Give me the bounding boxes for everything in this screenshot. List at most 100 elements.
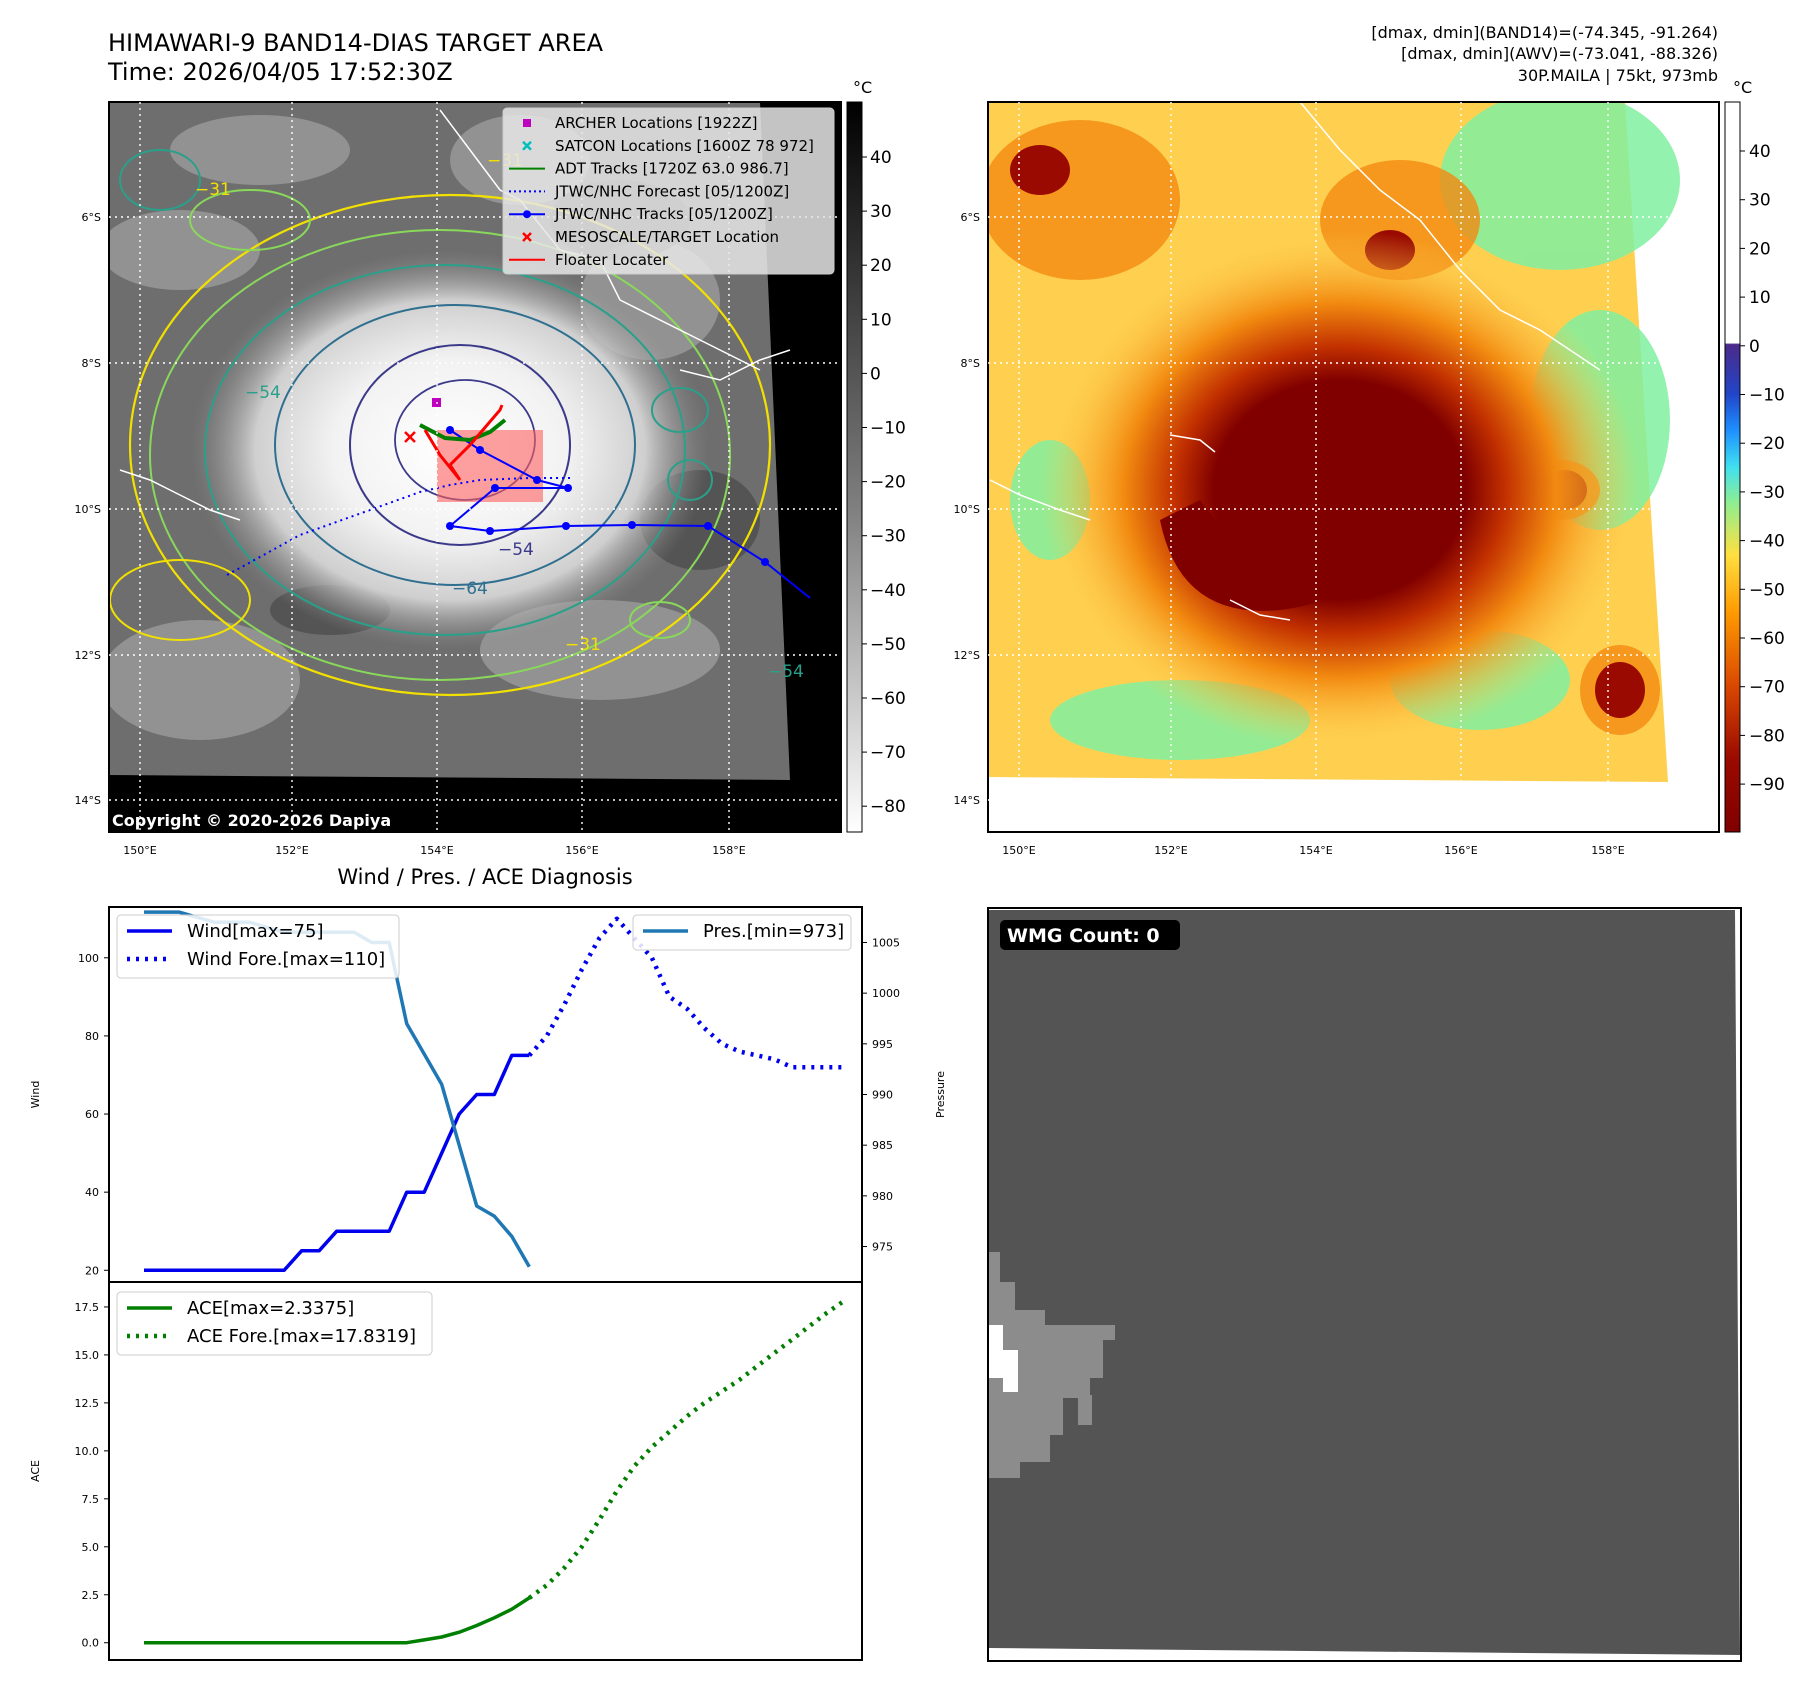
y2-tick-label: 975 (872, 1241, 893, 1254)
y-tick-label: 17.5 (75, 1301, 100, 1314)
legend-label: JTWC/NHC Tracks [05/1200Z] (554, 205, 773, 223)
y-axis-label: ACE (29, 1460, 42, 1482)
chart-legend: ACE[max=2.3375] ACE Fore.[max=17.8319] (116, 1291, 433, 1356)
lat-tick-label: 12°S (954, 649, 980, 662)
info-awv: [dmax, dmin](AWV)=(-73.041, -88.326) (1401, 44, 1718, 63)
info-band14: [dmax, dmin](BAND14)=(-74.345, -91.264) (1371, 23, 1718, 42)
lon-tick-label: 152°E (275, 844, 308, 857)
wmg-panel: WMG Count: 0 (987, 907, 1742, 1662)
series-line (144, 1596, 531, 1645)
cb-tick-label: −60 (870, 689, 906, 709)
contour-label: −31 (195, 180, 231, 200)
y2-tick-label: 1005 (872, 936, 900, 949)
legend-square-marker (523, 119, 531, 127)
legend-item: ARCHER Locations [1922Z] (523, 114, 758, 132)
y2-tick-label: 980 (872, 1190, 893, 1203)
cb-tick-label: −10 (1749, 386, 1785, 406)
lat-tick-label: 8°S (961, 357, 980, 370)
y2-tick-label: 1000 (872, 987, 900, 1000)
y2-tick-label: 985 (872, 1139, 893, 1152)
cb-tick-label: −50 (870, 635, 906, 655)
lon-tick-label: 158°E (1591, 844, 1624, 857)
y-tick-label: 10.0 (75, 1445, 100, 1458)
cb-tick-label: 20 (870, 256, 892, 276)
cb-tick-label: −80 (870, 797, 906, 817)
chart-legend: Pres.[min=973] (632, 914, 852, 951)
awv-map-gridlines: 150°E 152°E 154°E 156°E 158°E 6°S 8°S 10°S 12°S 1… (954, 102, 1719, 857)
lat-tick-label: 14°S (75, 794, 101, 807)
chart-legend: Wind[max=75] Wind Fore.[max=110] (116, 914, 400, 979)
y-tick-label: 20 (85, 1264, 99, 1277)
y2-tick-label: 990 (872, 1089, 893, 1102)
cb-tick-label: −30 (1749, 483, 1785, 503)
legend-label: Floater Locater (555, 251, 669, 269)
lon-tick-label: 150°E (1002, 844, 1035, 857)
ir-map-frame (108, 101, 842, 833)
awv-map-frame (987, 101, 1720, 833)
y-tick-label: 12.5 (75, 1397, 100, 1410)
legend-label: Pres.[min=973] (703, 921, 844, 942)
legend-label: ADT Tracks [1720Z 63.0 986.7] (555, 160, 789, 178)
lat-tick-label: 10°S (954, 503, 980, 516)
lon-tick-label: 158°E (712, 844, 745, 857)
info-storm: 30P.MAILA | 75kt, 973mb (1518, 66, 1718, 85)
legend-item: JTWC/NHC Forecast [05/1200Z] (509, 182, 789, 200)
legend-item: MESOSCALE/TARGET Location (522, 228, 779, 246)
lat-tick-label: 12°S (75, 649, 101, 662)
lon-tick-label: 154°E (420, 844, 453, 857)
series-line (527, 916, 845, 1070)
cb-tick-label: 0 (870, 364, 881, 384)
awv-colorbar-unit: °C (1733, 78, 1752, 97)
cb-tick-label: −80 (1749, 726, 1785, 746)
legend-label: MESOSCALE/TARGET Location (555, 228, 779, 246)
contour-label: −31 (565, 635, 601, 655)
lat-tick-label: 6°S (82, 211, 101, 224)
y2-tick-label: 995 (872, 1038, 893, 1051)
contour-label: −64 (452, 579, 488, 599)
figure-title: HIMAWARI-9 BAND14-DIAS TARGET AREA (108, 29, 604, 57)
series-line (144, 1053, 530, 1273)
legend-dot-marker (523, 210, 531, 219)
legend-x-marker (522, 232, 532, 242)
y-tick-label: 15.0 (75, 1349, 100, 1362)
legend-item: JTWC/NHC Tracks [05/1200Z] (509, 205, 773, 223)
legend-x-marker (522, 140, 532, 151)
lat-tick-label: 8°S (82, 357, 101, 370)
y-tick-label: 0.0 (82, 1637, 100, 1650)
y-tick-label: 2.5 (82, 1589, 100, 1602)
ir-colorbar-unit: °C (853, 78, 872, 97)
lat-tick-label: 10°S (75, 503, 101, 516)
legend-label: ARCHER Locations [1922Z] (555, 114, 758, 132)
cb-tick-label: −20 (870, 473, 906, 493)
figure-time: Time: 2026/04/05 17:52:30Z (107, 58, 453, 86)
cb-tick-label: 20 (1749, 239, 1771, 259)
lon-tick-label: 156°E (565, 844, 598, 857)
cb-tick-label: 30 (870, 202, 892, 222)
y2-axis-label: Pressure (934, 1071, 947, 1118)
y-tick-label: 60 (85, 1108, 99, 1121)
cb-tick-label: −40 (1749, 532, 1785, 552)
legend-label: ACE[max=2.3375] (187, 1298, 354, 1319)
lat-tick-label: 6°S (961, 211, 980, 224)
legend-item: ADT Tracks [1720Z 63.0 986.7] (509, 160, 789, 178)
y-axis-label: Wind (29, 1081, 42, 1109)
y-tick-label: 80 (85, 1030, 99, 1043)
cb-tick-label: −40 (870, 581, 906, 601)
legend-label: Wind[max=75] (187, 921, 324, 942)
cb-tick-label: −90 (1749, 775, 1785, 795)
ace-chart: 0.0 2.5 5.0 7.5 10.0 12.5 15.0 17.5 ACE ACE[max=2… (29, 1281, 863, 1661)
wind-pressure-chart: 20 40 60 80 100 975 980 985 990 995 1000 1005 Pressu… (29, 906, 947, 1283)
cb-tick-label: −50 (1749, 580, 1785, 600)
contour-label: −54 (768, 662, 804, 682)
awv-colorbar (1724, 101, 1741, 833)
cb-tick-label: 0 (1749, 337, 1760, 357)
ir-colorbar (846, 101, 863, 833)
diagnosis-title: Wind / Pres. / ACE Diagnosis (337, 865, 632, 889)
awv-colorbar-ticks: 40 30 20 10 0 −10 −20 −30 −40 −50 −60 −70 −80 −90 (1740, 142, 1785, 795)
awv-map-panel (988, 102, 1719, 832)
y-tick-label: 7.5 (82, 1493, 100, 1506)
copyright: Copyright © 2020-2026 Dapiya (112, 811, 391, 830)
legend-item: Floater Locater (509, 251, 669, 269)
ir-colorbar-ticks: 40 30 20 10 0 −10 −20 −30 −40 −50 −60 −70 −80 (862, 148, 906, 817)
